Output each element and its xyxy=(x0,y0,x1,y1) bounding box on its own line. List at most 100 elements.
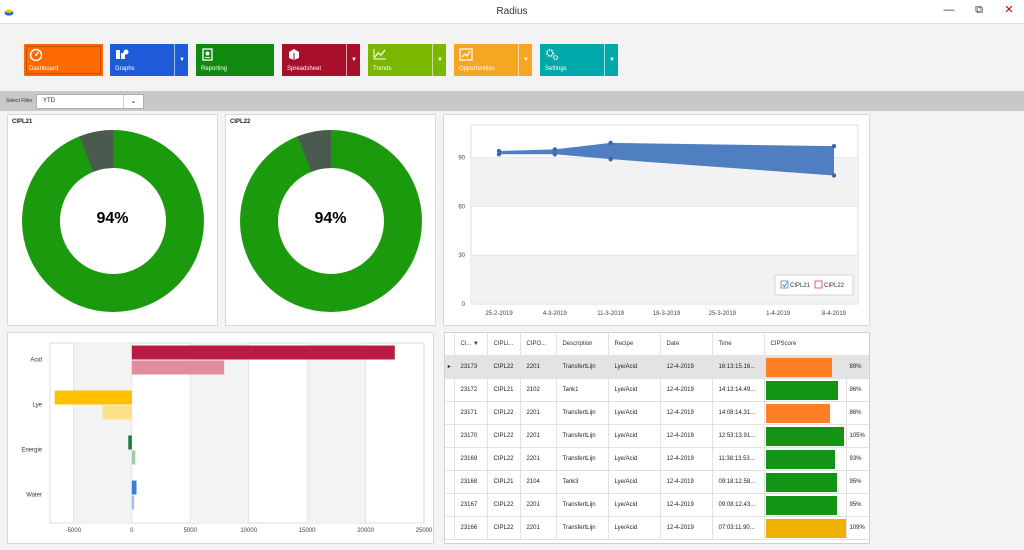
column-header-cipobject[interactable]: CIPO... xyxy=(520,333,557,356)
table-row[interactable]: 23170 CIPL22 2201 TransfertLijn Lye/Acid 12-4… xyxy=(445,424,869,448)
column-header-cl[interactable]: Cl... ▼ xyxy=(454,333,488,356)
filter-select[interactable]: YTD ⌄ xyxy=(36,94,144,109)
x-tick-label: 25-2-2019 xyxy=(485,311,513,317)
row-indicator xyxy=(445,470,455,494)
category-label: Energie xyxy=(21,448,42,454)
reporting-tile-button[interactable]: Reporting xyxy=(196,44,274,76)
check-icon xyxy=(782,282,788,288)
score-percent: 96% xyxy=(846,378,869,402)
cl-cell: 23170 xyxy=(454,424,488,448)
ribbon: Dashboard Graphs ▼ Reporting Spreadsheet… xyxy=(0,24,1024,90)
graphs-tile-label: Graphs xyxy=(115,66,135,72)
score-cell xyxy=(764,378,847,402)
donut-remainder-slice xyxy=(79,130,113,172)
settings-dropdown-button[interactable]: ▼ xyxy=(604,44,618,76)
score-percent: 95% xyxy=(846,470,869,494)
table-row[interactable]: ▸ 23173 CIPL22 2201 TransfertLijn Lye/Acid 12-… xyxy=(445,355,869,379)
column-header-time[interactable]: Time xyxy=(712,333,765,356)
donut-title: CIPL21 xyxy=(12,119,33,125)
date-cell: 12-4-2019 xyxy=(660,516,713,540)
score-bar xyxy=(765,426,845,446)
bar-water-secondary xyxy=(131,495,135,510)
chevron-down-icon: ▼ xyxy=(351,57,357,63)
y-tick-label: 90 xyxy=(458,156,465,162)
column-header-date[interactable]: Date xyxy=(660,333,713,356)
minimize-button[interactable]: — xyxy=(943,4,955,16)
x-tick-label: 25-3-2019 xyxy=(709,311,737,317)
cipline-cell: CIPL21 xyxy=(487,378,521,402)
description-cell: Tank1 xyxy=(556,378,609,402)
opportunities-icon xyxy=(459,48,473,61)
cipobject-cell: 2201 xyxy=(520,401,557,425)
graphs-dropdown-button[interactable]: ▼ xyxy=(174,44,188,76)
opportunities-tile-button[interactable]: Opportunities ▼ xyxy=(454,44,532,76)
description-cell: TransfertLijn xyxy=(556,424,609,448)
cipline-cell: CIPL22 xyxy=(487,493,521,517)
score-percent: 89% xyxy=(846,355,869,379)
y-tick-label: 60 xyxy=(458,204,465,210)
score-bar xyxy=(765,495,837,515)
table-row[interactable]: 23167 CIPL22 2201 TransfertLijn Lye/Acid 12-4… xyxy=(445,493,869,517)
title-bar: Radius — ⧉ ✕ xyxy=(0,0,1024,24)
score-percent: 109% xyxy=(846,516,869,540)
column-header-cipscore[interactable]: CIPScore xyxy=(764,333,869,356)
cl-cell: 23171 xyxy=(454,401,488,425)
chevron-down-icon[interactable]: ⌄ xyxy=(123,95,143,108)
cipline-cell: CIPL21 xyxy=(487,470,521,494)
score-bar xyxy=(765,380,838,400)
opportunities-dropdown-button[interactable]: ▼ xyxy=(518,44,532,76)
column-header-cipline[interactable]: CIPLi... xyxy=(487,333,521,356)
graphs-tile-button[interactable]: Graphs ▼ xyxy=(110,44,188,76)
close-button[interactable]: ✕ xyxy=(1004,4,1014,16)
time-cell: 16:13:15.16... xyxy=(712,355,765,379)
bar-water-primary xyxy=(131,480,137,495)
row-indicator-header xyxy=(445,333,455,356)
series-point-cipl21 xyxy=(831,143,837,149)
table-row[interactable]: 23169 CIPL22 2201 TransfertLijn Lye/Acid 12-4… xyxy=(445,447,869,471)
cipobject-cell: 2102 xyxy=(520,378,557,402)
score-bar xyxy=(765,518,845,538)
recipe-cell: Lye/Acid xyxy=(608,401,661,425)
spreadsheet-dropdown-button[interactable]: ▼ xyxy=(346,44,360,76)
description-cell: TransfertLijn xyxy=(556,516,609,540)
score-bar xyxy=(765,472,837,492)
trends-dropdown-button[interactable]: ▼ xyxy=(432,44,446,76)
column-header-description[interactable]: Description xyxy=(556,333,609,356)
x-tick-label: 0 xyxy=(130,528,134,534)
cl-cell: 23167 xyxy=(454,493,488,517)
spreadsheet-tile-button[interactable]: Spreadsheet ▼ xyxy=(282,44,360,76)
bar-energie-secondary xyxy=(131,450,136,465)
table-row[interactable]: 23166 CIPL22 2201 TransfertLijn Lye/Acid 12-4… xyxy=(445,516,869,540)
category-label: Lye xyxy=(33,403,43,409)
bar-chart: -5000 0 5000 10000 15000 20000 25000 Acid Lye Ene… xyxy=(21,342,433,534)
settings-tile-button[interactable]: Settings ▼ xyxy=(540,44,618,76)
score-cell xyxy=(764,424,847,448)
x-tick-label: 15000 xyxy=(299,528,316,534)
bar-energie-primary xyxy=(128,435,132,450)
recipe-cell: Lye/Acid xyxy=(608,378,661,402)
time-cell: 07:03:11.90... xyxy=(712,516,765,540)
description-cell: TransfertLijn xyxy=(556,401,609,425)
column-header-recipe[interactable]: Recipe xyxy=(608,333,661,356)
cl-cell: 23172 xyxy=(454,378,488,402)
area-band xyxy=(499,142,834,176)
bar-acid-primary xyxy=(131,345,395,360)
table-row[interactable]: 23171 CIPL22 2201 TransfertLijn Lye/Acid 12-4… xyxy=(445,401,869,425)
restore-button[interactable]: ⧉ xyxy=(975,4,983,16)
bar-lye-primary xyxy=(54,390,132,405)
trends-tile-button[interactable]: Trends ▼ xyxy=(368,44,446,76)
gear-icon xyxy=(546,49,559,61)
dashboard-tile-button[interactable]: Dashboard xyxy=(24,44,103,76)
recipe-cell: Lye/Acid xyxy=(608,516,661,540)
legend-label-cipl22: CIPL22 xyxy=(824,283,845,289)
cipline-cell: CIPL22 xyxy=(487,355,521,379)
time-cell: 14:13:14.49... xyxy=(712,378,765,402)
cipline-cell: CIPL22 xyxy=(487,401,521,425)
x-tick-label: 1-4-2019 xyxy=(766,311,791,317)
cl-cell: 23166 xyxy=(454,516,488,540)
cipline-cell: CIPL22 xyxy=(487,424,521,448)
table-row[interactable]: 23172 CIPL21 2102 Tank1 Lye/Acid 12-4-2019 14:… xyxy=(445,378,869,402)
score-cell xyxy=(764,447,847,471)
recipe-cell: Lye/Acid xyxy=(608,470,661,494)
table-row[interactable]: 23168 CIPL21 2104 Tank3 Lye/Acid 12-4-2019 09:… xyxy=(445,470,869,494)
